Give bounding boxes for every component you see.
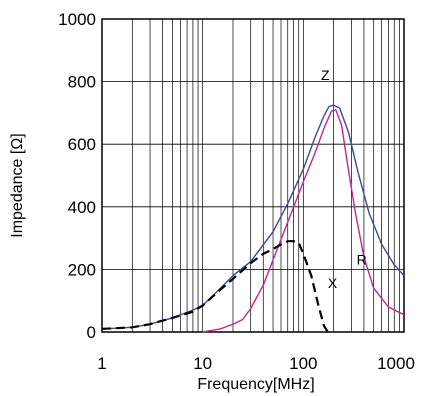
plot-frame: [101, 18, 405, 333]
series-label-x: X: [328, 275, 338, 291]
series-label-r: R: [357, 252, 367, 268]
y-tick-label: 1000: [58, 10, 96, 29]
series-lines: [101, 104, 405, 333]
x-tick-label: 1: [97, 354, 106, 373]
y-tick-label: 600: [68, 135, 96, 154]
y-tick-label: 0: [87, 323, 96, 342]
x-tick-label: 10: [193, 354, 212, 373]
series-line-x: [101, 240, 329, 333]
series-label-z: Z: [321, 67, 330, 83]
series-line-z: [101, 104, 405, 330]
y-axis-label: Impedance [Ω]: [9, 133, 26, 237]
x-axis-label: Frequency[MHz]: [197, 376, 314, 393]
tick-labels: 0 200 400 600 800 1000 1 10 100 1000: [58, 10, 415, 373]
series-line-r: [202, 109, 405, 333]
y-tick-label: 400: [68, 198, 96, 217]
y-tick-label: 200: [68, 260, 96, 279]
series-labels: Z R X: [321, 67, 367, 291]
y-tick-label: 800: [68, 73, 96, 92]
x-tick-label: 100: [289, 354, 317, 373]
x-tick-label: 1000: [377, 354, 415, 373]
grid: [102, 19, 404, 332]
